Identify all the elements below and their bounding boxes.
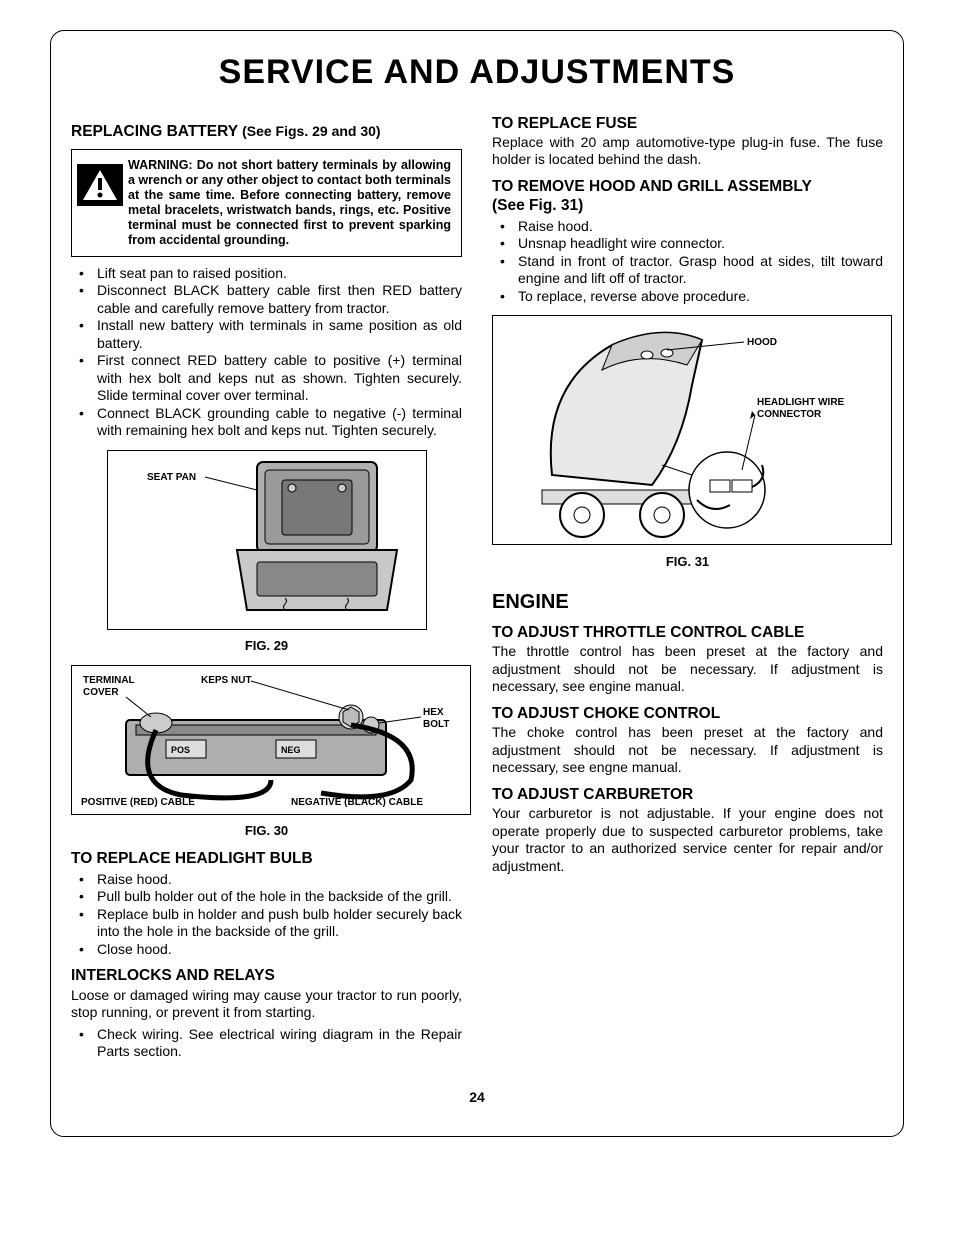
fuse-heading: TO REPLACE FUSE — [492, 114, 883, 133]
hood-heading-text: TO REMOVE HOOD AND GRILL ASSEMBLY — [492, 178, 812, 195]
list-item: Check wiring. See electrical wiring diag… — [71, 1026, 462, 1061]
figure-30: POS NEG TERMINAL COVER KEPS — [71, 665, 471, 820]
fig30-kepsnut-label: KEPS NUT — [201, 675, 252, 686]
figure-29: SEAT PAN — [107, 450, 427, 635]
list-item: Disconnect BLACK battery cable first the… — [71, 282, 462, 317]
fig30-caption: FIG. 30 — [71, 823, 462, 839]
interlocks-steps: Check wiring. See electrical wiring diag… — [71, 1026, 462, 1061]
headlight-steps: Raise hood. Pull bulb holder out of the … — [71, 871, 462, 959]
throttle-heading: TO ADJUST THROTTLE CONTROL CABLE — [492, 623, 883, 642]
left-column: REPLACING BATTERY (See Figs. 29 and 30) … — [71, 114, 462, 1069]
fig30-termcover-label1: TERMINAL — [83, 675, 135, 686]
battery-steps: Lift seat pan to raised position. Discon… — [71, 265, 462, 440]
fig30-termcover-label2: COVER — [83, 687, 119, 698]
interlocks-heading: INTERLOCKS AND RELAYS — [71, 966, 462, 985]
list-item: Pull bulb holder out of the hole in the … — [71, 888, 462, 906]
throttle-para: The throttle control has been preset at … — [492, 643, 883, 696]
list-item: Unsnap headlight wire connector. — [492, 235, 883, 253]
carb-heading: TO ADJUST CARBURETOR — [492, 785, 883, 804]
page-number: 24 — [71, 1089, 883, 1107]
svg-text:POS: POS — [171, 745, 190, 755]
svg-text:NEG: NEG — [281, 745, 301, 755]
fig30-pos-label: POSITIVE (RED) CABLE — [81, 797, 195, 808]
warning-icon-cell — [72, 150, 128, 220]
columns: REPLACING BATTERY (See Figs. 29 and 30) … — [71, 114, 883, 1069]
list-item: Raise hood. — [71, 871, 462, 889]
list-item: Install new battery with terminals in sa… — [71, 317, 462, 352]
warning-box: WARNING: Do not short battery terminals … — [71, 149, 462, 257]
page-outline: SERVICE AND ADJUSTMENTS REPLACING BATTER… — [50, 30, 904, 1137]
main-title: SERVICE AND ADJUSTMENTS — [71, 51, 883, 94]
choke-para: The choke control has been preset at the… — [492, 724, 883, 777]
engine-heading: ENGINE — [492, 590, 883, 615]
fig31-conn-label2: CONNECTOR — [757, 409, 822, 420]
list-item: Raise hood. — [492, 218, 883, 236]
warning-text: WARNING: Do not short battery terminals … — [128, 150, 461, 256]
list-item: First connect RED battery cable to posit… — [71, 352, 462, 405]
fig31-svg: HOOD HEADLIGHT WIRE CONNECTOR — [492, 315, 892, 545]
fig30-svg: POS NEG TERMINAL COVER KEPS — [71, 665, 471, 815]
fig31-hood-label: HOOD — [747, 337, 777, 348]
warning-icon — [77, 164, 123, 206]
figure-31: HOOD HEADLIGHT WIRE CONNECTOR — [492, 315, 892, 550]
choke-heading: TO ADJUST CHOKE CONTROL — [492, 704, 883, 723]
right-column: TO REPLACE FUSE Replace with 20 amp auto… — [492, 114, 883, 1069]
fig29-svg: SEAT PAN — [107, 450, 427, 630]
fuse-para: Replace with 20 amp automotive-type plug… — [492, 134, 883, 169]
fig29-seatpan-label: SEAT PAN — [147, 472, 196, 483]
replacing-battery-heading: REPLACING BATTERY (See Figs. 29 and 30) — [71, 122, 462, 141]
list-item: Stand in front of tractor. Grasp hood at… — [492, 253, 883, 288]
carb-para: Your carburetor is not adjustable. If yo… — [492, 805, 883, 875]
hood-heading: TO REMOVE HOOD AND GRILL ASSEMBLY (See F… — [492, 177, 883, 216]
list-item: Close hood. — [71, 941, 462, 959]
fig30-hex-label2: BOLT — [423, 719, 449, 730]
interlocks-para: Loose or damaged wiring may cause your t… — [71, 987, 462, 1022]
fig30-hex-label1: HEX — [423, 707, 444, 718]
fig30-neg-label: NEGATIVE (BLACK) CABLE — [291, 797, 423, 808]
see-figs-29-30: (See Figs. 29 and 30) — [242, 123, 381, 139]
fig31-conn-label1: HEADLIGHT WIRE — [757, 397, 845, 408]
headlight-heading: TO REPLACE HEADLIGHT BULB — [71, 849, 462, 868]
see-fig-31: (See Fig. 31) — [492, 197, 583, 214]
fig29-caption: FIG. 29 — [71, 638, 462, 654]
list-item: Lift seat pan to raised position. — [71, 265, 462, 283]
list-item: Connect BLACK grounding cable to negativ… — [71, 405, 462, 440]
fig31-caption: FIG. 31 — [492, 554, 883, 570]
list-item: Replace bulb in holder and push bulb hol… — [71, 906, 462, 941]
hood-steps: Raise hood. Unsnap headlight wire connec… — [492, 218, 883, 306]
heading-text: REPLACING BATTERY — [71, 123, 238, 140]
list-item: To replace, reverse above procedure. — [492, 288, 883, 306]
